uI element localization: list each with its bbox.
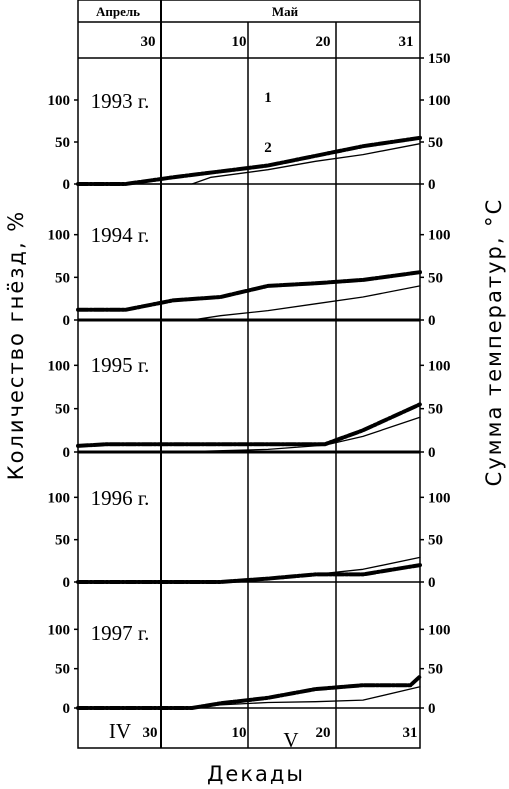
panel-3: 0 50 100 0 50 100 1995 г. xyxy=(48,353,451,461)
left-tick-label: 0 xyxy=(63,313,71,329)
bottom-tick-30: 30 xyxy=(143,725,158,741)
top-tick-20: 20 xyxy=(316,34,331,50)
curve-label-2: 2 xyxy=(264,140,272,156)
series-2-temperature-sum-line xyxy=(77,416,421,453)
right-tick-label: 50 xyxy=(428,533,443,549)
top-month-axis: Апрель Май 30 10 20 31 xyxy=(96,4,414,50)
right-tick-label: 0 xyxy=(428,701,436,717)
decade-gridlines xyxy=(160,0,337,748)
right-tick-label: 100 xyxy=(428,358,451,374)
chart-frame xyxy=(77,0,421,749)
left-tick-label: 100 xyxy=(48,228,71,244)
left-tick-label: 50 xyxy=(55,533,70,549)
series-1-nest-count-line xyxy=(76,270,422,312)
right-tick-label: 100 xyxy=(428,490,451,506)
panel-5: 0 50 100 0 50 100 1997 г. xyxy=(48,621,451,717)
series-1-nest-count-line xyxy=(76,402,422,448)
right-tick-label: 0 xyxy=(428,445,436,461)
bottom-label-april-roman: IV xyxy=(109,719,131,743)
left-tick-label: 0 xyxy=(63,177,71,193)
top-tick-10: 10 xyxy=(232,34,247,50)
right-tick-label: 150 xyxy=(428,51,451,67)
panel-year-label: 1993 г. xyxy=(91,89,150,113)
curve-number-labels: 1 2 xyxy=(264,90,272,156)
bottom-tick-10: 10 xyxy=(232,725,247,741)
bottom-tick-20: 20 xyxy=(316,725,331,741)
left-tick-label: 50 xyxy=(55,135,70,151)
left-tick-label: 0 xyxy=(63,701,71,717)
series-2-temperature-sum-line xyxy=(77,285,421,321)
left-tick-label: 0 xyxy=(63,445,71,461)
right-tick-label: 100 xyxy=(428,622,451,638)
right-tick-label: 100 xyxy=(428,228,451,244)
bottom-label-may-roman: V xyxy=(283,728,298,752)
x-axis-title: Декады xyxy=(207,762,305,786)
y-axis-right-title: Сумма температур, °C xyxy=(482,198,506,487)
right-tick-label: 50 xyxy=(428,270,443,286)
series-1-nest-count-line xyxy=(76,135,422,186)
month-label-april: Апрель xyxy=(96,4,140,19)
right-tick-label: 0 xyxy=(428,177,436,193)
right-tick-label: 100 xyxy=(428,93,451,109)
series-2-temperature-sum-line xyxy=(77,556,421,583)
right-tick-label: 0 xyxy=(428,575,436,591)
right-tick-label: 50 xyxy=(428,402,443,418)
left-tick-label: 50 xyxy=(55,270,70,286)
panel-4: 0 50 100 0 50 100 1996 г. xyxy=(48,486,451,591)
left-tick-label: 100 xyxy=(48,490,71,506)
left-tick-label: 100 xyxy=(48,622,71,638)
curve-label-1: 1 xyxy=(264,90,272,106)
top-tick-30: 30 xyxy=(141,34,156,50)
panel-year-label: 1997 г. xyxy=(91,621,150,645)
right-tick-label: 50 xyxy=(428,662,443,678)
outer-frame xyxy=(77,0,421,749)
left-tick-label: 100 xyxy=(48,93,71,109)
right-tick-label: 0 xyxy=(428,313,436,329)
panel-year-label: 1994 г. xyxy=(91,223,150,247)
bottom-decade-axis: IV 30 10 V 20 31 xyxy=(109,719,418,752)
bottom-tick-31: 31 xyxy=(403,725,418,741)
right-tick-label: 50 xyxy=(428,135,443,151)
panel-1: 0 50 100 0 50 100 150 1993 г. xyxy=(48,51,451,193)
panel-year-label: 1996 г. xyxy=(91,486,150,510)
left-tick-label: 50 xyxy=(55,402,70,418)
y-axis-left-title: Количество гнёзд, % xyxy=(4,210,28,481)
month-label-may: Май xyxy=(272,4,299,19)
left-tick-label: 50 xyxy=(55,662,70,678)
series-2-temperature-sum-line xyxy=(77,686,421,709)
panel-2: 0 50 100 0 50 100 1994 г. xyxy=(48,223,451,329)
top-tick-31: 31 xyxy=(399,34,414,50)
series-2-temperature-sum-line xyxy=(77,143,421,185)
left-tick-label: 100 xyxy=(48,358,71,374)
left-tick-label: 0 xyxy=(63,575,71,591)
panel-year-label: 1995 г. xyxy=(91,353,150,377)
